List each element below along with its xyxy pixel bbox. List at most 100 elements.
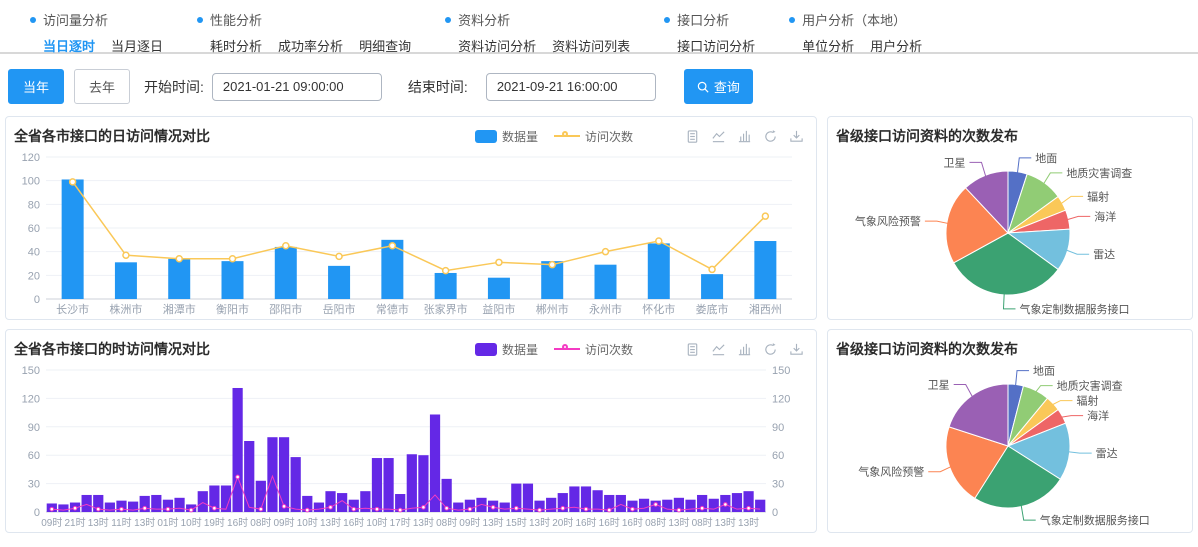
svg-text:13时: 13时 — [738, 517, 759, 529]
svg-text:地质灾害调查: 地质灾害调查 — [1066, 166, 1132, 180]
nav-item-user-analysis[interactable]: 用户分析 — [870, 39, 923, 54]
legend-item-visits[interactable]: 访问次数 — [553, 128, 633, 145]
last-year-button[interactable]: 去年 — [74, 69, 131, 104]
filter-bar: 当年 去年 开始时间: 结束时间: 查询 — [0, 54, 1198, 116]
svg-text:100: 100 — [22, 176, 40, 188]
svg-text:60: 60 — [28, 223, 40, 235]
search-button-label: 查询 — [713, 80, 740, 95]
dashboard-grid: 全省各市接口的日访问情况对比 数据量 访问次数 0 20 40 60 80 100 120 长 — [0, 116, 1198, 533]
bullet-icon — [197, 16, 204, 23]
end-time-input[interactable] — [485, 72, 656, 101]
svg-text:09时: 09时 — [459, 517, 480, 529]
svg-text:气象风险预警: 气象风险预警 — [855, 214, 921, 228]
svg-text:30: 30 — [28, 479, 40, 491]
svg-text:海洋: 海洋 — [1094, 209, 1116, 223]
svg-text:16时: 16时 — [227, 517, 248, 529]
bar-chart-icon[interactable] — [737, 342, 752, 357]
svg-text:120: 120 — [22, 393, 40, 405]
data-view-icon[interactable] — [685, 342, 700, 357]
nav-item-success-rate[interactable]: 成功率分析 — [278, 39, 344, 54]
svg-text:09时: 09时 — [274, 517, 295, 529]
pie-bottom-title: 省级接口访问资料的次数发布 — [836, 341, 1018, 357]
nav-item-data-access-list[interactable]: 资料访问列表 — [552, 39, 631, 54]
svg-text:13时: 13时 — [483, 517, 504, 529]
svg-text:气象定制数据服务接口: 气象定制数据服务接口 — [1040, 513, 1150, 527]
nav-item-unit-analysis[interactable]: 单位分析 — [802, 39, 855, 54]
svg-text:衡阳市: 衡阳市 — [216, 302, 249, 316]
svg-text:08时: 08时 — [692, 517, 713, 529]
nav-item-data-access-analysis[interactable]: 资料访问分析 — [458, 39, 537, 54]
svg-text:岳阳市: 岳阳市 — [323, 302, 356, 316]
line-chart-icon[interactable] — [711, 342, 726, 357]
line-chart-icon[interactable] — [711, 129, 726, 144]
svg-text:13时: 13时 — [88, 517, 109, 529]
nav-divider — [0, 52, 1198, 54]
nav-group-users: 用户分析（本地） 单位分析 用户分析 — [789, 10, 923, 54]
svg-text:湘潭市: 湘潭市 — [163, 302, 196, 316]
nav-item-hourly-today[interactable]: 当日逐时 — [43, 39, 96, 54]
svg-text:邵阳市: 邵阳市 — [269, 302, 302, 316]
svg-text:雷达: 雷达 — [1096, 447, 1118, 460]
bullet-icon — [664, 16, 671, 23]
legend-item-databar[interactable]: 数据量 — [474, 128, 538, 145]
svg-text:13时: 13时 — [320, 517, 341, 529]
svg-text:20: 20 — [28, 270, 40, 282]
nav-item-api-access-analysis[interactable]: 接口访问分析 — [677, 39, 756, 54]
svg-text:13时: 13时 — [529, 517, 550, 529]
bar-chart-icon[interactable] — [737, 129, 752, 144]
svg-text:16时: 16时 — [575, 517, 596, 529]
svg-text:15时: 15时 — [506, 517, 527, 529]
top-nav: 访问量分析 当日逐时 当月逐日 性能分析 耗时分析 成功率分析 明细查询 资料分… — [0, 0, 1198, 54]
legend-label: 访问次数 — [584, 342, 633, 357]
nav-item-daily-month[interactable]: 当月逐日 — [111, 39, 164, 54]
nav-group-data: 资料分析 资料访问分析 资料访问列表 — [445, 10, 631, 54]
svg-text:13时: 13时 — [715, 517, 736, 529]
start-time-input[interactable] — [211, 72, 382, 101]
bullet-icon — [445, 16, 452, 23]
svg-text:13时: 13时 — [413, 517, 434, 529]
data-view-icon[interactable] — [685, 129, 700, 144]
legend-item-visits[interactable]: 访问次数 — [553, 341, 633, 358]
nav-item-detail-query[interactable]: 明细查询 — [359, 39, 412, 54]
pie-card-bottom: 省级接口访问资料的次数发布 地面 地质灾害调查 辐射 海洋 雷达 气象定制数据服务接口 卫星… — [827, 329, 1193, 533]
hourly-chart-card: 全省各市接口的时访问情况对比 数据量 访问次数 0 0 30 30 60 60 90 90 12 — [5, 329, 817, 533]
legend-label: 数据量 — [501, 342, 538, 357]
svg-text:10时: 10时 — [297, 517, 318, 529]
hourly-chart-title: 全省各市接口的时访问情况对比 — [14, 341, 210, 357]
this-year-button[interactable]: 当年 — [8, 69, 65, 104]
download-icon[interactable] — [789, 342, 804, 357]
chart-toolbox — [685, 129, 804, 144]
svg-text:60: 60 — [772, 450, 784, 462]
svg-text:地面: 地面 — [1033, 365, 1055, 378]
svg-text:10时: 10时 — [181, 517, 202, 529]
end-time-label: 结束时间: — [407, 78, 468, 95]
download-icon[interactable] — [789, 129, 804, 144]
search-button[interactable]: 查询 — [683, 69, 753, 104]
svg-text:150: 150 — [22, 365, 40, 377]
legend-label: 访问次数 — [584, 129, 633, 144]
daily-chart-card: 全省各市接口的日访问情况对比 数据量 访问次数 0 20 40 60 80 100 120 长 — [5, 116, 817, 320]
svg-text:16时: 16时 — [343, 517, 364, 529]
nav-group-visits: 访问量分析 当日逐时 当月逐日 — [30, 10, 164, 54]
pie-top-title: 省级接口访问资料的次数发布 — [836, 128, 1018, 144]
bar-swatch-icon — [474, 129, 497, 143]
svg-text:益阳市: 益阳市 — [482, 302, 515, 316]
svg-text:0: 0 — [772, 507, 778, 519]
daily-bar-line-chart[interactable]: 0 20 40 60 80 100 120 长沙市 株洲市 湘潭市 衡阳市 邵阳市 岳阳市 常德市 张家界市… — [14, 149, 806, 317]
svg-text:辐射: 辐射 — [1076, 394, 1098, 408]
legend-item-databar[interactable]: 数据量 — [474, 341, 538, 358]
nav-group-api-label: 接口分析 — [677, 13, 730, 28]
svg-text:地质灾害调查: 地质灾害调查 — [1057, 379, 1123, 393]
restore-icon[interactable] — [763, 342, 778, 357]
svg-text:30: 30 — [772, 479, 784, 491]
restore-icon[interactable] — [763, 129, 778, 144]
svg-text:09时: 09时 — [41, 517, 62, 529]
svg-text:150: 150 — [772, 365, 790, 377]
nav-item-time-cost[interactable]: 耗时分析 — [210, 39, 263, 54]
daily-chart-title: 全省各市接口的日访问情况对比 — [14, 128, 210, 144]
svg-text:常德市: 常德市 — [376, 302, 409, 316]
start-time-label: 开始时间: — [144, 78, 204, 95]
